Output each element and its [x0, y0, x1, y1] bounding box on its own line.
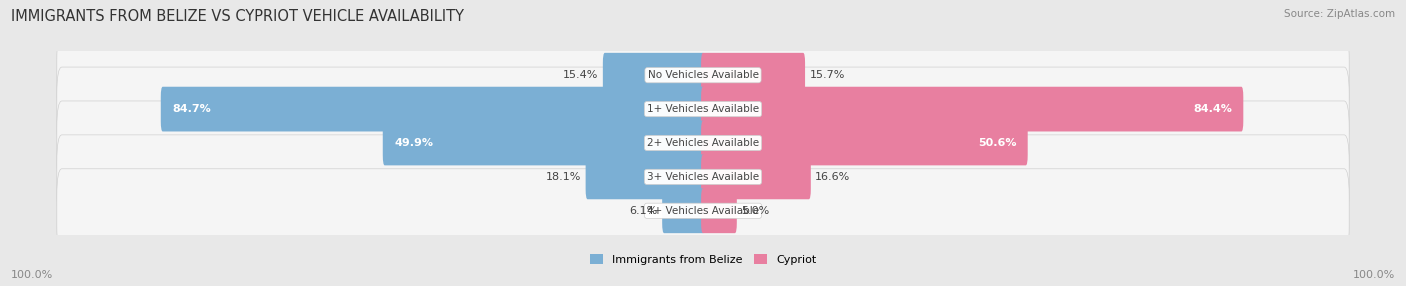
FancyBboxPatch shape	[56, 35, 1350, 119]
Text: 18.1%: 18.1%	[546, 172, 581, 182]
FancyBboxPatch shape	[56, 33, 1350, 117]
FancyBboxPatch shape	[160, 87, 704, 132]
FancyBboxPatch shape	[702, 87, 1243, 132]
Text: 84.7%: 84.7%	[173, 104, 211, 114]
Text: 4+ Vehicles Available: 4+ Vehicles Available	[647, 206, 759, 216]
Text: 100.0%: 100.0%	[1353, 270, 1395, 280]
Text: 6.1%: 6.1%	[630, 206, 658, 216]
Text: IMMIGRANTS FROM BELIZE VS CYPRIOT VEHICLE AVAILABILITY: IMMIGRANTS FROM BELIZE VS CYPRIOT VEHICL…	[11, 9, 464, 23]
FancyBboxPatch shape	[382, 121, 704, 165]
FancyBboxPatch shape	[702, 53, 806, 98]
FancyBboxPatch shape	[56, 67, 1350, 151]
FancyBboxPatch shape	[56, 102, 1350, 186]
Text: 5.0%: 5.0%	[741, 206, 769, 216]
Text: 1+ Vehicles Available: 1+ Vehicles Available	[647, 104, 759, 114]
FancyBboxPatch shape	[702, 154, 811, 199]
Text: Source: ZipAtlas.com: Source: ZipAtlas.com	[1284, 9, 1395, 19]
Text: 84.4%: 84.4%	[1192, 104, 1232, 114]
FancyBboxPatch shape	[56, 136, 1350, 220]
Text: 2+ Vehicles Available: 2+ Vehicles Available	[647, 138, 759, 148]
Text: No Vehicles Available: No Vehicles Available	[648, 70, 758, 80]
FancyBboxPatch shape	[702, 121, 1028, 165]
FancyBboxPatch shape	[56, 101, 1350, 185]
Text: 16.6%: 16.6%	[815, 172, 851, 182]
Text: 50.6%: 50.6%	[977, 138, 1017, 148]
FancyBboxPatch shape	[662, 188, 704, 233]
Text: 3+ Vehicles Available: 3+ Vehicles Available	[647, 172, 759, 182]
Text: 15.4%: 15.4%	[562, 70, 599, 80]
FancyBboxPatch shape	[586, 154, 704, 199]
FancyBboxPatch shape	[603, 53, 704, 98]
FancyBboxPatch shape	[56, 169, 1350, 253]
FancyBboxPatch shape	[56, 170, 1350, 254]
FancyBboxPatch shape	[702, 188, 737, 233]
FancyBboxPatch shape	[56, 68, 1350, 152]
Text: 49.9%: 49.9%	[394, 138, 433, 148]
Legend: Immigrants from Belize, Cypriot: Immigrants from Belize, Cypriot	[585, 250, 821, 269]
Text: 100.0%: 100.0%	[11, 270, 53, 280]
Text: 15.7%: 15.7%	[810, 70, 845, 80]
FancyBboxPatch shape	[56, 135, 1350, 219]
